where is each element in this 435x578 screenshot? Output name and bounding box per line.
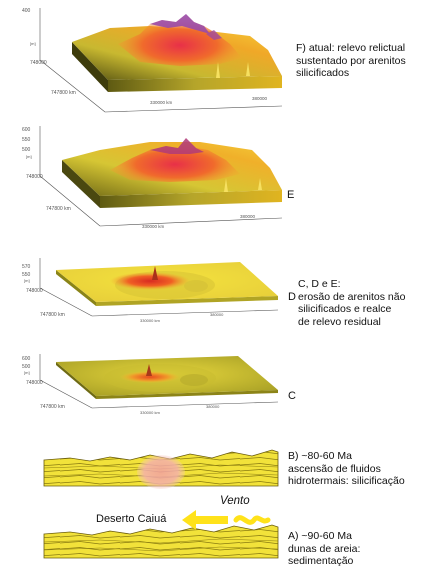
e-z-unit: [m] <box>26 154 32 159</box>
e-z-tick-0: 600 <box>22 127 31 133</box>
d-y-tick-0: 748000 <box>26 288 43 294</box>
c-y-tick-0: 748000 <box>26 380 43 386</box>
f-z-unit: [m] <box>30 41 36 46</box>
panel-f-block: 400 [m] 748000 747800 km 330000 km 38000… <box>22 8 283 113</box>
e-z-tick-1: 550 <box>22 137 31 143</box>
d-y-tick-1: 747800 km <box>40 312 65 318</box>
desert-label: Deserto Caiuá <box>96 513 167 525</box>
panel-e-block: 600 550 500 [m] 748000 747800 km 330000 … <box>22 126 283 229</box>
c-z-unit: [m] <box>24 370 30 375</box>
e-y-tick-0: 748000 <box>26 174 43 180</box>
d-z-unit: [m] <box>24 278 30 283</box>
panel-b-block <box>43 449 279 489</box>
c-y-tick-1: 747800 km <box>40 404 65 410</box>
c-x-tick-1: 380000 <box>206 404 220 409</box>
wind-label: Vento <box>220 495 250 507</box>
d-z-tick-1: 550 <box>22 272 31 278</box>
f-x-tick-0: 330000 km <box>150 100 173 105</box>
panel-d-block: 570 550 [m] 748000 747800 km 330000 km 3… <box>22 258 279 323</box>
f-y-tick-0: 748000 <box>30 60 47 66</box>
caption-b: B) ~80-60 Ma ascensão de fluidos hidrote… <box>288 450 405 487</box>
f-x-tick-1: 380000 <box>252 96 268 101</box>
label-d: D <box>288 291 296 303</box>
c-z-tick-1: 500 <box>22 364 31 370</box>
c-z-tick-0: 600 <box>22 356 31 362</box>
wind-arrow <box>182 510 271 530</box>
label-c: C <box>288 390 296 402</box>
caption-a: A) ~90-60 Ma dunas de areia: sedimentaçã… <box>288 530 361 567</box>
d-z-tick-0: 570 <box>22 264 31 270</box>
e-y-tick-1: 747800 km <box>46 206 71 212</box>
panel-c-block: 600 500 [m] 748000 747800 km 330000 km 3… <box>22 354 279 415</box>
f-y-tick-1: 747800 km <box>51 90 76 96</box>
label-e: E <box>287 189 295 201</box>
caption-f: F) atual: relevo relictual sustentado po… <box>296 42 406 79</box>
panel-a-block <box>43 524 279 559</box>
caption-cde: C, D e E: erosão de arenitos não silicif… <box>298 278 406 328</box>
d-x-tick-1: 380000 <box>210 312 224 317</box>
e-z-tick-2: 500 <box>22 147 31 153</box>
f-z-tick-0: 400 <box>22 8 31 14</box>
c-x-tick-0: 330000 km <box>140 410 160 415</box>
e-x-tick-1: 380000 <box>240 214 256 219</box>
e-x-tick-0: 330000 km <box>142 224 165 229</box>
silicification-zone <box>137 455 185 489</box>
d-x-tick-0: 330000 km <box>140 318 160 323</box>
